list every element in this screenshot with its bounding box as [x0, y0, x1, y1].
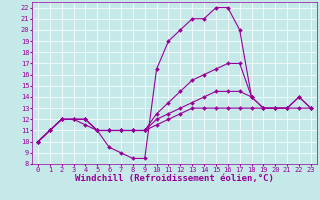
X-axis label: Windchill (Refroidissement éolien,°C): Windchill (Refroidissement éolien,°C): [75, 174, 274, 183]
